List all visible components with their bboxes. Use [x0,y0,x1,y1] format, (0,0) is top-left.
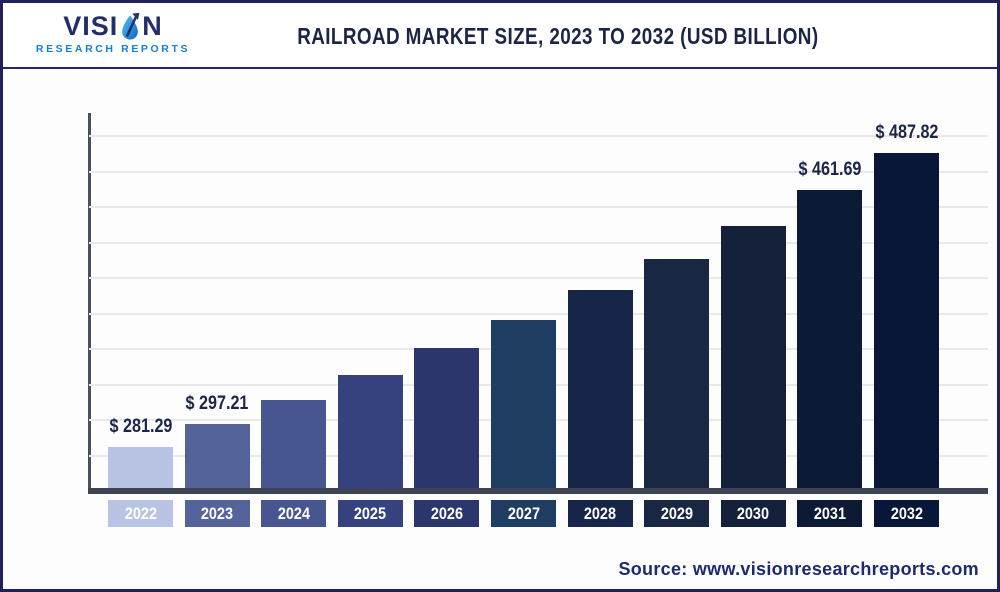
tick-label-2023: 2023 [184,500,250,527]
data-label-2032: $ 487.82 [842,122,972,144]
gridline-475 [89,170,988,173]
data-label-2023: $ 297.21 [152,393,282,415]
water-droplet-icon [122,12,140,40]
source-credit: Source: www.visionresearchreports.com [618,559,979,579]
data-label-2022: $ 281.29 [76,416,206,438]
gridline-400 [89,277,988,279]
x-axis-tick-labels: 2022 2023 2024 2025 2026 2027 2028 2029 2030 2031… [3,3,997,589]
bar-2032 [874,153,939,491]
tick-label-text: 2022 [124,504,157,523]
tick-label-text: 2026 [430,504,463,523]
y-axis-line [88,113,91,493]
logo-text-post: N [142,11,163,41]
tick-label-text: 2025 [354,504,387,523]
bar-2025 [337,374,403,491]
gridline-500 [89,135,988,137]
logo-wordmark: VISI N [33,12,193,40]
tick-label-2027: 2027 [491,500,556,527]
tick-label-2025: 2025 [337,500,403,527]
x-axis-line [88,488,988,494]
tick-label-2022: 2022 [108,500,173,527]
tick-label-text: 2028 [584,504,617,523]
data-label-2031: $ 461.69 [765,159,895,181]
bar-chart: $ 281.29 $ 297.21 $ 461.69 $ 487.82 2022 202… [3,3,997,589]
bar-2024 [261,400,327,491]
bar-2030 [720,225,786,491]
bar-2028 [567,290,633,491]
plot-area: $ 281.29 $ 297.21 $ 461.69 $ 487.82 [88,113,988,494]
tick-label-2028: 2028 [567,500,633,527]
logo-text-pre: VISI [63,11,119,41]
tick-label-2030: 2030 [720,500,786,527]
tick-label-text: 2032 [890,504,923,523]
tick-label-text: 2029 [660,504,693,523]
logo-tagline: RESEARCH REPORTS [35,43,191,55]
bar-2027 [491,320,556,491]
tick-label-text: 2030 [737,504,770,523]
data-label-text: $ 487.82 [875,122,938,144]
gridline-425 [89,241,988,244]
tick-label-text: 2027 [507,504,540,523]
tick-label-2029: 2029 [644,500,710,527]
gridline-375 [89,312,988,315]
header: VISI N RESEARCH REPORTS RAILROAD M [3,3,997,69]
bar-2029 [644,258,710,491]
tick-label-2032: 2032 [874,500,939,527]
bar-2026 [414,348,480,491]
data-label-text: $ 297.21 [185,392,249,414]
title-wrap: RAILROAD MARKET SIZE, 2023 TO 2032 (USD … [118,3,997,69]
tick-label-2026: 2026 [414,500,480,527]
bar-2022 [108,446,173,491]
data-label-text: $ 461.69 [798,159,862,181]
chart-title: RAILROAD MARKET SIZE, 2023 TO 2032 (USD … [296,22,819,49]
tick-label-text: 2023 [201,504,234,523]
bar-2031 [797,190,863,491]
tick-label-text: 2031 [813,504,846,523]
tick-label-text: 2024 [277,504,310,523]
tick-label-2031: 2031 [797,500,863,527]
vision-research-reports-logo: VISI N RESEARCH REPORTS [33,12,193,56]
data-label-text: $ 281.29 [109,415,172,437]
gridline-450 [89,206,988,208]
tick-label-2024: 2024 [261,500,327,527]
bar-2023 [184,423,250,491]
